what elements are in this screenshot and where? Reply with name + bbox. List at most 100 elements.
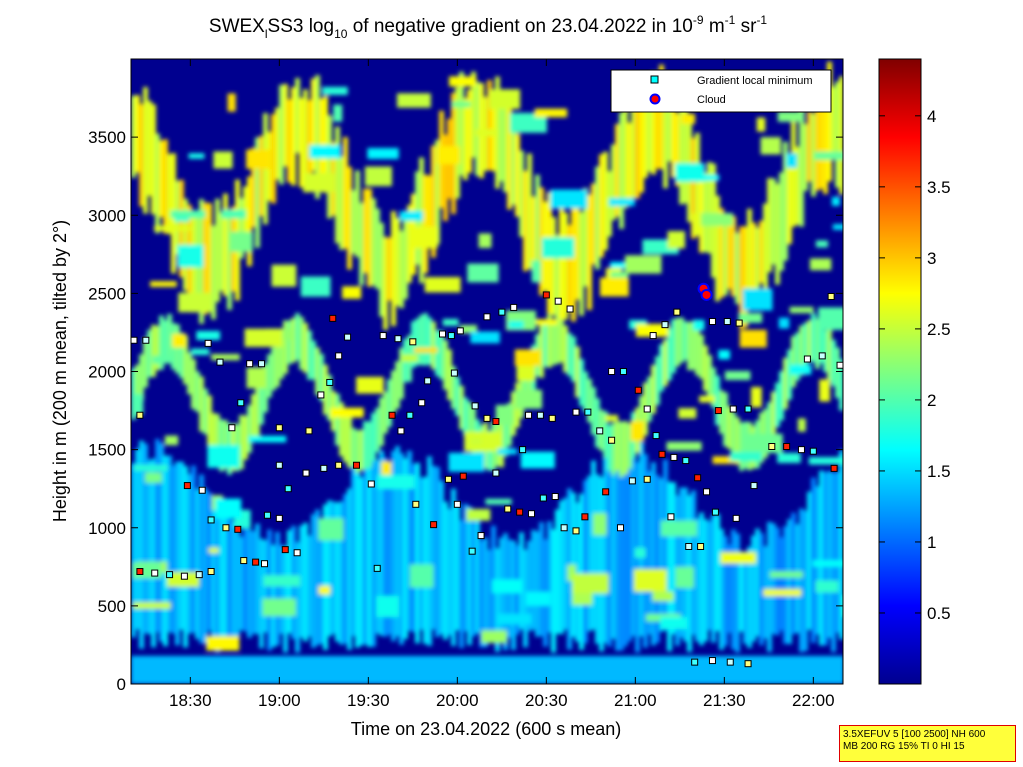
heat-patch xyxy=(467,263,499,283)
x-tick-label: 20:00 xyxy=(436,691,479,710)
heat-cell xyxy=(627,436,632,642)
heat-cell xyxy=(267,529,272,651)
heat-cell xyxy=(803,322,808,369)
gradient-minimum-marker xyxy=(673,308,681,316)
heat-patch xyxy=(691,174,720,181)
heat-cell xyxy=(163,139,168,234)
heat-cell xyxy=(379,450,384,636)
heat-cell xyxy=(351,466,356,637)
heat-cell xyxy=(391,655,396,684)
heat-cell xyxy=(379,397,384,446)
gradient-minimum-marker xyxy=(258,360,266,368)
heat-cell xyxy=(595,398,600,448)
heat-cell xyxy=(271,655,276,684)
heat-cell xyxy=(739,422,744,471)
gradient-minimum-marker xyxy=(584,408,592,416)
heat-cell xyxy=(543,324,548,367)
heat-cell xyxy=(831,339,836,387)
heat-cell xyxy=(503,93,508,193)
heat-cell xyxy=(591,387,596,435)
heat-patch xyxy=(745,433,783,453)
gradient-minimum-marker xyxy=(735,319,743,327)
heat-cell xyxy=(391,211,396,327)
heat-cell xyxy=(355,655,360,684)
heat-cell xyxy=(819,470,824,646)
heat-cell xyxy=(547,313,552,368)
gradient-minimum-marker xyxy=(566,305,574,313)
heat-cell xyxy=(799,325,804,376)
heat-cell xyxy=(615,421,620,471)
heat-cell xyxy=(595,474,600,644)
gradient-minimum-marker xyxy=(608,436,616,444)
heat-cell xyxy=(791,655,796,684)
heat-cell xyxy=(651,364,656,414)
heat-cell xyxy=(823,84,828,195)
heat-cell xyxy=(831,86,836,158)
heat-cell xyxy=(471,71,476,158)
gradient-minimum-marker xyxy=(409,338,417,346)
heat-cell xyxy=(447,508,452,636)
heat-cell xyxy=(435,466,440,638)
heat-patch xyxy=(413,347,438,353)
heat-cell xyxy=(547,521,552,633)
heat-cell xyxy=(711,514,716,643)
heat-cell xyxy=(375,459,380,634)
heat-cell xyxy=(367,655,372,684)
heat-cell xyxy=(623,421,628,475)
gradient-minimum-marker xyxy=(183,482,191,490)
heat-cell xyxy=(795,146,800,225)
heat-cell xyxy=(399,347,404,400)
heat-cell xyxy=(791,336,796,388)
heat-patch xyxy=(448,452,485,472)
heat-cell xyxy=(435,330,440,376)
heat-cell xyxy=(767,402,772,450)
gradient-minimum-marker xyxy=(536,411,544,419)
heat-patch xyxy=(681,113,696,125)
heat-cell xyxy=(455,502,460,631)
heat-cell xyxy=(839,655,843,684)
heat-cell xyxy=(759,533,764,646)
heat-cell xyxy=(575,346,580,398)
heat-patch xyxy=(720,552,756,564)
heat-cell xyxy=(655,474,660,643)
heat-cell xyxy=(131,368,136,420)
heat-cell xyxy=(255,523,260,635)
heat-patch xyxy=(692,213,702,237)
heat-cell xyxy=(363,188,368,274)
heat-cell xyxy=(431,465,436,630)
heat-cell xyxy=(239,198,244,259)
heat-patch xyxy=(769,571,803,578)
heat-cell xyxy=(723,536,728,646)
heat-patch xyxy=(244,328,283,347)
heat-cell xyxy=(799,655,804,684)
gradient-minimum-marker xyxy=(373,564,381,572)
heat-cell xyxy=(227,508,232,639)
gradient-minimum-marker xyxy=(180,572,188,580)
heat-cell xyxy=(479,655,484,684)
heat-cell xyxy=(339,655,344,684)
gradient-minimum-marker xyxy=(397,427,405,435)
heat-cell xyxy=(463,503,468,632)
heat-cell xyxy=(651,655,656,684)
heat-cell xyxy=(515,655,520,684)
heat-cell xyxy=(579,493,584,650)
heat-cell xyxy=(663,74,668,189)
legend-box xyxy=(610,69,832,113)
heat-cell xyxy=(351,655,356,684)
heat-patch xyxy=(675,163,705,182)
gradient-minimum-marker xyxy=(818,352,826,360)
heat-patch xyxy=(609,261,626,270)
heat-patch xyxy=(154,225,191,232)
gradient-minimum-marker xyxy=(131,336,138,344)
heat-cell xyxy=(343,412,348,463)
heat-cell xyxy=(135,95,140,173)
heat-cell xyxy=(487,655,492,684)
x-tick-label: 20:30 xyxy=(525,691,568,710)
gradient-minimum-marker xyxy=(453,500,461,508)
heat-cell xyxy=(395,446,400,637)
x-tick-label: 21:00 xyxy=(614,691,657,710)
heat-cell xyxy=(519,655,524,684)
heat-cell xyxy=(607,655,612,684)
heat-cell xyxy=(439,655,444,684)
heat-cell xyxy=(279,655,284,684)
